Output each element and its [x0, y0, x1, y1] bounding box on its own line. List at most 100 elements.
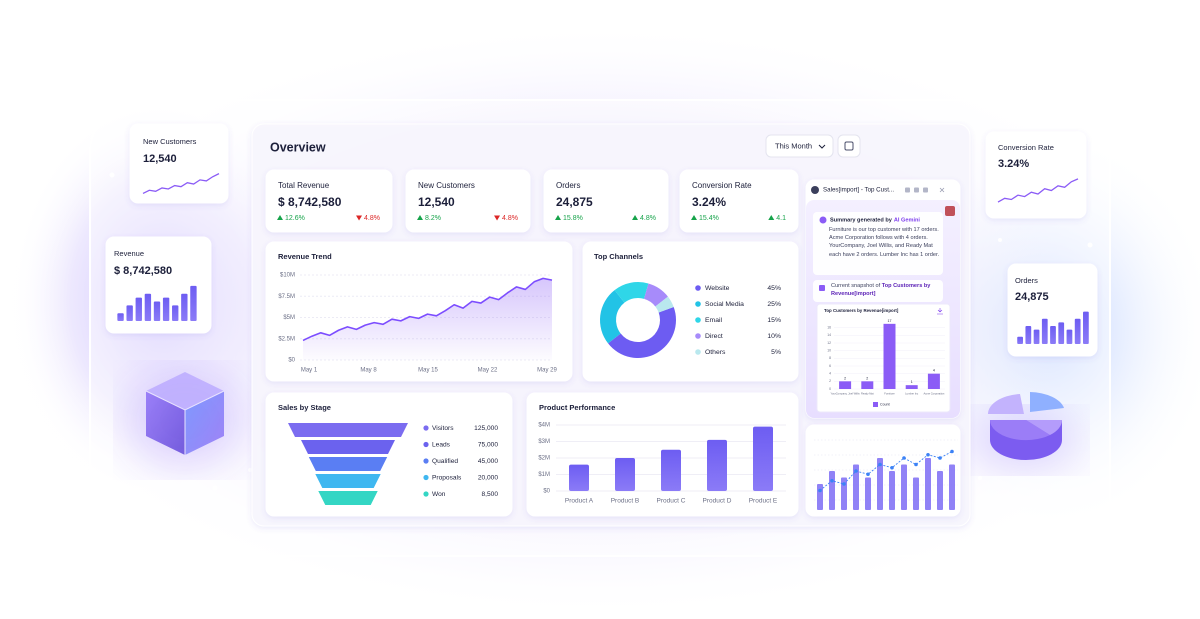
kpi-label: Conversion Rate	[692, 181, 752, 190]
ai-icon	[819, 216, 827, 224]
donut-segment	[644, 283, 668, 307]
y-tick-label: $2.5M	[278, 336, 295, 342]
line-point	[914, 462, 918, 467]
bar	[877, 458, 883, 510]
spark-bar	[181, 293, 188, 321]
card-label: Orders	[1015, 276, 1038, 285]
spark-bar	[135, 297, 142, 321]
kpi-label: New Customers	[418, 181, 475, 190]
page-title: Overview	[270, 140, 326, 154]
share-button[interactable]	[837, 134, 861, 158]
line-point	[866, 472, 870, 477]
kpi-card	[679, 169, 799, 233]
y-tick-label: 4	[829, 372, 831, 376]
card-label: Conversion Rate	[998, 143, 1054, 152]
spark-bar	[153, 301, 161, 321]
period-select[interactable]	[765, 134, 834, 158]
spark-bar	[190, 285, 197, 321]
snapshot-prefix: Current snapshot of	[831, 283, 881, 289]
summary-prefix: Summary generated by	[830, 217, 893, 223]
chat-title: Sales[import] - Top Cust...	[823, 187, 894, 194]
legend-dot	[423, 491, 429, 497]
cube-decoration	[125, 370, 245, 470]
bar	[661, 449, 681, 491]
summary-source: AI Gemini	[894, 217, 921, 223]
y-tick-label: $2M	[538, 456, 550, 462]
legend-dot	[695, 349, 701, 355]
sparkline	[142, 173, 220, 194]
bar	[615, 458, 635, 491]
kpi-change: 4.8%	[502, 215, 518, 222]
line-point	[950, 449, 954, 454]
legend-value: 125,000	[474, 425, 498, 432]
spark-bar	[162, 297, 170, 321]
line-point	[890, 465, 894, 470]
legend-label: Website	[705, 285, 730, 292]
card-value: $ 8,742,580	[114, 265, 172, 277]
y-tick-label: $0	[288, 358, 295, 364]
share-icon	[844, 141, 854, 151]
bar	[569, 464, 589, 491]
donut-segment	[600, 290, 625, 344]
spark-bar	[172, 305, 179, 321]
legend-value: 8,500	[481, 491, 498, 498]
arrow-down-icon	[494, 215, 501, 221]
chart-title: Top Customers by Revenue[import]	[824, 308, 899, 313]
pie-decoration	[969, 392, 1079, 470]
trend-line	[819, 451, 953, 491]
chevron-icon	[818, 144, 826, 149]
x-tick-label: Product C	[657, 498, 686, 505]
card-label: Revenue	[114, 249, 144, 258]
funnel-segment	[288, 423, 408, 437]
card-value: 24,875	[1015, 291, 1049, 303]
legend-swatch	[873, 402, 878, 407]
card-title: Sales by Stage	[278, 403, 331, 412]
bar	[829, 471, 835, 510]
snapshot-box: Current snapshot of Top Customers by Rev…	[831, 283, 931, 297]
legend-label: Direct	[705, 333, 723, 340]
line-point	[878, 462, 882, 467]
chat-close-icon	[939, 187, 945, 193]
bar	[949, 464, 955, 510]
bar	[913, 477, 919, 510]
trend-line	[302, 277, 553, 342]
y-tick-label: $4M	[538, 423, 550, 429]
floating-card	[129, 123, 229, 204]
kpi-value: $ 8,742,580	[278, 195, 342, 209]
legend-value: 15%	[767, 317, 781, 324]
kpi-change: 12.6%	[285, 215, 305, 222]
value-label: 4	[933, 369, 935, 373]
snapshot-subject: Top Customers by Revenue[import]	[831, 283, 931, 297]
legend-value: 45%	[767, 285, 781, 292]
y-tick-label: $7.5M	[278, 294, 295, 300]
x-tick-label: Furniture	[884, 392, 895, 396]
kpi-value: 3.24%	[692, 195, 726, 209]
value-label: 1	[911, 380, 913, 384]
sparkline	[997, 178, 1079, 203]
avatar	[945, 206, 955, 216]
kpi-change: 8.2%	[425, 215, 441, 222]
line-point	[830, 478, 834, 483]
spark-bar	[1033, 329, 1040, 344]
card-value: 12,540	[143, 153, 177, 165]
kpi-change: 4.8%	[640, 215, 656, 222]
y-tick-label: $3M	[538, 439, 550, 445]
kpi-label: Total Revenue	[278, 181, 330, 190]
arrow-up-icon	[417, 215, 423, 220]
card-title: Top Channels	[594, 252, 643, 261]
bar	[901, 464, 907, 510]
value-label: 2	[866, 376, 868, 380]
spark-bar	[1066, 329, 1073, 344]
y-tick-label: $0	[543, 489, 550, 495]
x-tick-label: May 22	[478, 368, 498, 374]
legend-dot	[695, 333, 701, 339]
legend-dot	[423, 474, 429, 481]
sparkles	[109, 172, 1093, 491]
y-tick-label: 2	[829, 379, 831, 383]
spark-bar	[1050, 326, 1056, 344]
legend-value: 5%	[771, 349, 781, 356]
period-select-label: This Month	[775, 141, 812, 150]
legend-dot	[695, 317, 701, 323]
legend-dot	[695, 285, 701, 291]
